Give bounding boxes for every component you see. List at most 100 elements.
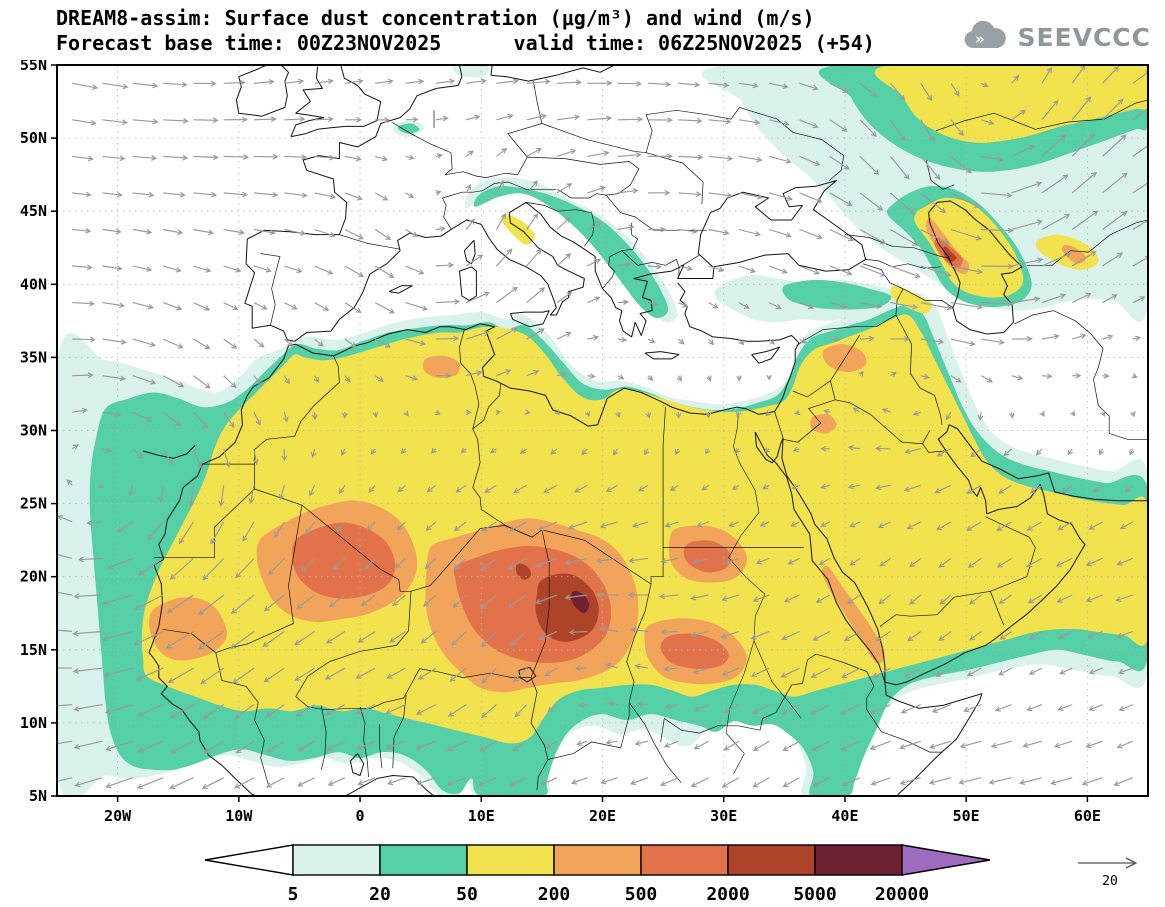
lon-tick-label: 20W	[104, 807, 132, 825]
dust-region-mali-core	[292, 522, 396, 599]
colorbar-label: 2000	[706, 884, 749, 905]
wind-reference-label: 20	[1102, 874, 1118, 889]
lat-tick-label: 45N	[20, 202, 47, 220]
colorbar-label: 5000	[793, 884, 836, 905]
lon-tick-label: 0	[356, 807, 365, 825]
colorbar-segment	[466, 844, 555, 876]
coastline	[148, 323, 775, 796]
country-border	[935, 99, 1148, 132]
dust-region-sahara-arabia-yellow	[141, 314, 1148, 744]
country-border	[605, 194, 707, 231]
rivers	[725, 415, 802, 775]
colorbar-label: 20	[369, 884, 391, 905]
axis-ticks	[51, 64, 1089, 802]
lon-tick-label: 30E	[710, 807, 737, 825]
dust-region-bodele-dot	[515, 563, 532, 580]
country-border	[1093, 348, 1148, 440]
lat-tick-label: 50N	[20, 129, 47, 147]
country-border	[646, 152, 704, 204]
country-border	[472, 383, 533, 538]
colorbar-segment	[814, 844, 903, 876]
country-border	[602, 222, 639, 289]
coastline	[244, 201, 866, 342]
lat-tick-label: 40N	[20, 275, 47, 293]
country-border	[526, 202, 595, 247]
map-inner	[57, 65, 1148, 796]
country-border	[895, 314, 943, 425]
country-border	[391, 121, 453, 175]
coastline	[388, 285, 413, 294]
coastline	[644, 351, 680, 360]
colorbar-label: 200	[538, 884, 571, 905]
lat-tick-label: 30N	[20, 422, 47, 440]
country-borders	[154, 81, 1148, 791]
coastline	[697, 180, 867, 268]
country-border	[162, 628, 217, 653]
coastline	[463, 239, 476, 265]
coastline	[948, 424, 1148, 502]
colorbar-label: 20000	[875, 884, 929, 905]
lat-tick-label: 25N	[20, 495, 47, 513]
logo-text: SEEVCCC	[1017, 22, 1151, 52]
country-border	[925, 159, 955, 190]
country-border	[759, 659, 808, 731]
wind-reference-arrow	[1078, 857, 1138, 869]
coastline	[490, 65, 615, 82]
coastline	[349, 753, 365, 776]
seevccc-logo: » SEEVCCC	[962, 20, 1151, 54]
colorbar-segment	[292, 844, 381, 876]
dust-region-denmark-spot	[452, 65, 490, 78]
coastline	[290, 66, 325, 137]
coastline	[928, 200, 1023, 335]
colorbar-label: 500	[625, 884, 658, 905]
country-border	[547, 702, 630, 760]
coastline	[509, 310, 550, 328]
lon-tick-label: 40E	[831, 807, 858, 825]
colorbar-label: 50	[456, 884, 478, 905]
lon-tick-label: 60E	[1074, 807, 1101, 825]
coastline	[247, 65, 463, 240]
dust-region-turkmen-orange	[1061, 244, 1087, 264]
country-border	[783, 380, 836, 443]
country-border	[1026, 219, 1148, 266]
chart-subtitle: Forecast base time: 00Z23NOV2025 valid t…	[56, 31, 875, 55]
country-border	[985, 516, 1036, 577]
dust-region-north-algeria-orange	[422, 355, 461, 379]
country-border	[990, 591, 1005, 626]
country-border	[507, 81, 543, 158]
lon-tick-label: 20E	[589, 807, 616, 825]
lon-tick-label: 10W	[225, 807, 253, 825]
cloud-icon: »	[965, 20, 1007, 48]
country-border	[254, 355, 340, 465]
lat-tick-label: 5N	[29, 787, 47, 805]
lat-tick-label: 20N	[20, 568, 47, 586]
lat-tick-label: 55N	[20, 60, 47, 74]
country-border	[215, 505, 303, 654]
dust-region-east-anatolia-teal	[782, 279, 892, 310]
lat-tick-label: 10N	[20, 714, 47, 732]
dust-region-red-sea-coast-orange	[821, 565, 885, 664]
country-border	[621, 250, 638, 266]
country-border	[564, 158, 630, 165]
country-border	[660, 717, 761, 742]
country-border	[295, 696, 404, 711]
country-border	[459, 329, 480, 430]
country-border	[541, 123, 647, 154]
map-canvas: 55N 50N 45N 40N 35N 30N 25N 20N 15N 10N 5N 20W 10W 0 1…	[20, 60, 1149, 905]
country-border	[392, 695, 407, 769]
country-border	[792, 335, 860, 398]
country-border	[637, 254, 700, 268]
colorbar-label: 5	[288, 884, 299, 905]
coastline	[235, 65, 286, 117]
wind-reference: 20	[1078, 857, 1138, 889]
country-border	[628, 702, 682, 784]
coastline	[280, 65, 289, 108]
country-border	[295, 591, 412, 697]
country-border	[807, 653, 875, 687]
svg-text:»: »	[975, 30, 985, 48]
wind-vectors	[57, 65, 1148, 790]
dust-region-kazakh-yellow	[874, 65, 1148, 143]
coastline	[142, 444, 196, 459]
coastline	[677, 282, 800, 412]
country-border	[922, 443, 945, 453]
